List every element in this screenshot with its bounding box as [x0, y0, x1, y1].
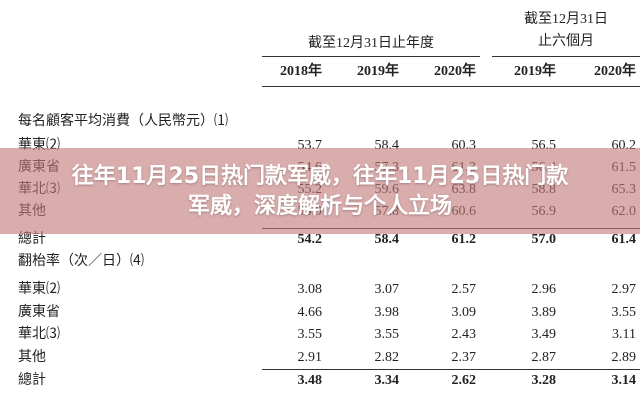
- cell-value: 3.28: [531, 373, 557, 388]
- row-label: 華北⑶: [18, 327, 60, 342]
- section-title: 翻枱率（次／日）⑷: [18, 254, 144, 269]
- cell-value: 3.11: [612, 327, 636, 342]
- cell-value: 61.2: [451, 232, 477, 247]
- cell-value: 3.55: [374, 327, 400, 342]
- cell-value: 2.97: [611, 282, 637, 297]
- cell-value: 2.89: [611, 350, 637, 365]
- cell-value: 2.57: [451, 282, 477, 297]
- cell-value: 3.98: [374, 305, 400, 320]
- banner-text: 往年11月25日热门款军威，往年11月25日热门款: [71, 164, 569, 189]
- cell-value: 3.34: [374, 373, 400, 388]
- total-rule: [262, 369, 640, 370]
- cell-value: 2.87: [531, 350, 557, 365]
- cell-value: 2.62: [451, 373, 477, 388]
- cell-value: 3.48: [297, 373, 323, 388]
- column-group-header: 止六個月: [538, 34, 594, 49]
- cell-value: 54.2: [297, 232, 323, 247]
- cell-value: 3.49: [531, 327, 557, 342]
- cell-value: 57.0: [531, 232, 557, 247]
- cell-value: 61.4: [611, 232, 637, 247]
- row-label: 總計: [18, 232, 46, 247]
- row-label: 其他: [18, 350, 46, 365]
- cell-value: 2.43: [451, 327, 477, 342]
- cell-value: 4.66: [297, 305, 323, 320]
- cell-value: 3.14: [611, 373, 637, 388]
- banner-text: 军威，深度解析与个人立场: [187, 194, 452, 219]
- cell-value: 2.82: [374, 350, 400, 365]
- cell-value: 3.08: [297, 282, 323, 297]
- header-rule: [492, 56, 640, 57]
- cell-value: 58.4: [374, 232, 400, 247]
- cell-value: 2.91: [297, 350, 323, 365]
- cell-value: 3.07: [374, 282, 400, 297]
- year-header: 2020年: [594, 64, 636, 79]
- year-header: 2019年: [514, 64, 556, 79]
- year-header: 2020年: [434, 64, 476, 79]
- row-label: 廣東省: [18, 305, 60, 320]
- row-label: 總計: [18, 373, 46, 388]
- column-group-header: 截至12月31日: [524, 12, 608, 27]
- cell-value: 2.37: [451, 350, 477, 365]
- cell-value: 3.55: [611, 305, 637, 320]
- row-label: 華東⑵: [18, 282, 60, 297]
- year-header: 2019年: [357, 64, 399, 79]
- overlay-banner: 往年11月25日热门款军威，往年11月25日热门款 军威，深度解析与个人立场: [0, 148, 640, 234]
- column-group-header: 截至12月31日止年度: [308, 36, 434, 51]
- header-rule: [262, 56, 480, 57]
- header-rule: [262, 86, 640, 87]
- cell-value: 2.96: [531, 282, 557, 297]
- year-header: 2018年: [280, 64, 322, 79]
- cell-value: 3.09: [451, 305, 477, 320]
- section-title: 每名顧客平均消費（人民幣元）⑴: [18, 114, 228, 129]
- cell-value: 3.89: [531, 305, 557, 320]
- cell-value: 3.55: [297, 327, 323, 342]
